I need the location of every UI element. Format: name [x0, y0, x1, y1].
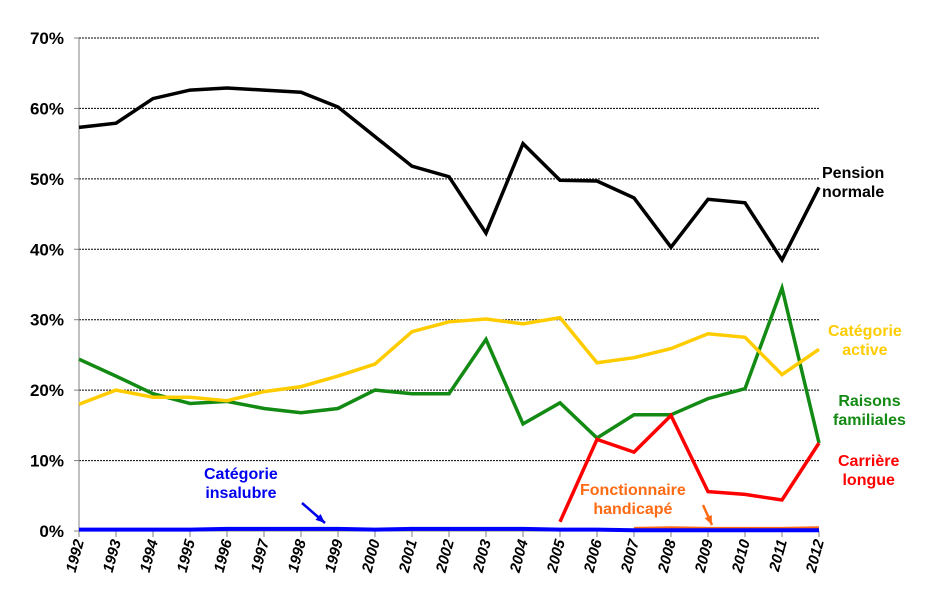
label-line: Pension — [822, 165, 885, 182]
y-tick-label: 60% — [30, 99, 64, 118]
label-line: Catégorie — [204, 466, 278, 483]
y-tick-label: 70% — [30, 29, 64, 48]
y-tick-label: 20% — [30, 381, 64, 400]
label-carriere-longue: Carrière longue — [838, 452, 899, 490]
label-line: Carrière — [838, 453, 900, 470]
x-tick-label: 1997 — [248, 537, 273, 574]
x-tick-label: 1995 — [174, 537, 199, 574]
arrow-insalubre-head — [315, 514, 325, 523]
label-categorie-insalubre: Catégorie insalubre — [204, 465, 278, 503]
y-tick-label: 50% — [30, 170, 64, 189]
label-line: active — [842, 342, 888, 359]
label-fonctionnaire-handicape: Fonctionnaire handicapé — [580, 481, 686, 519]
label-raisons-familiales: Raisons familiales — [833, 392, 906, 430]
x-tick-label: 2005 — [544, 537, 569, 575]
x-tick-label: 1993 — [100, 537, 125, 574]
label-line: familiales — [833, 412, 906, 429]
y-tick-label: 0% — [39, 522, 64, 541]
label-line: Fonctionnaire — [580, 482, 686, 499]
y-tick-label: 10% — [30, 452, 64, 471]
x-tick-label: 2012 — [803, 537, 828, 575]
label-line: normale — [822, 184, 885, 201]
x-tick-label: 2004 — [507, 537, 532, 575]
series-line-cat-gorie-active — [78, 315, 820, 406]
x-tick-label: 2003 — [470, 537, 495, 575]
label-line: Raisons — [838, 393, 901, 410]
y-tick-label: 40% — [30, 240, 64, 259]
arrow-handicape-head — [704, 515, 712, 525]
series-line-pension-normale — [78, 86, 821, 264]
x-tick-label: 2009 — [692, 537, 717, 575]
label-line: Catégorie — [828, 323, 902, 340]
label-line: insalubre — [205, 485, 277, 502]
x-tick-label: 1996 — [211, 537, 236, 574]
x-tick-label: 2011 — [766, 538, 791, 575]
label-line: handicapé — [593, 501, 673, 518]
x-tick-label: 2008 — [655, 537, 680, 575]
x-tick-label: 2002 — [433, 537, 458, 575]
label-pension-normale: Pension normale — [822, 164, 884, 202]
series-line-cat-gorie-insalubre — [79, 526, 819, 533]
series-line-raisons-familiales — [78, 281, 821, 444]
x-tick-label: 2001 — [396, 538, 421, 576]
x-tick-label: 2010 — [729, 537, 754, 575]
x-tick-label: 2000 — [359, 537, 384, 575]
label-categorie-active: Catégorie active — [828, 322, 902, 360]
x-tick-label: 2007 — [618, 537, 643, 575]
x-tick-label: 1998 — [285, 537, 310, 574]
x-tick-label: 1999 — [322, 537, 347, 574]
series-line-carri-re-longue — [558, 412, 821, 523]
x-tick-label: 2006 — [581, 537, 606, 575]
y-tick-label: 30% — [30, 311, 64, 330]
x-tick-label: 1994 — [137, 537, 162, 574]
x-tick-label: 1992 — [63, 537, 88, 574]
label-line: longue — [842, 472, 895, 489]
